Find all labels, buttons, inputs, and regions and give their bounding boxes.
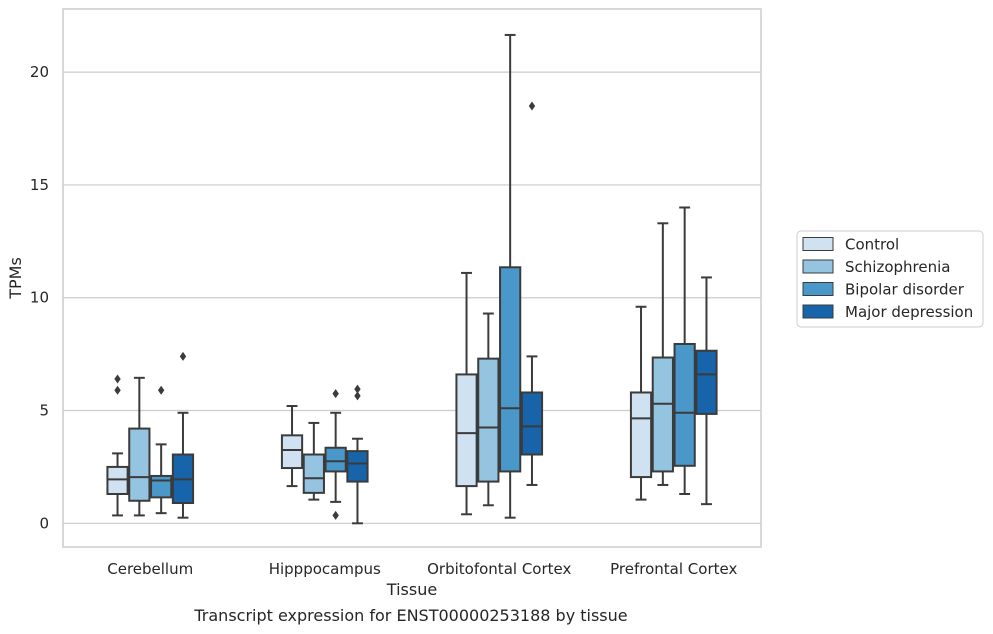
box-groups <box>106 33 718 525</box>
box-body <box>106 465 129 495</box>
y-tick-label: 5 <box>39 402 49 420</box>
box <box>455 271 478 516</box>
outlier-point <box>332 389 339 399</box>
box-body <box>695 349 718 415</box>
plot-area <box>62 8 762 548</box>
box-body <box>150 474 173 499</box>
box <box>629 305 653 501</box>
x-axis-label: Tissue <box>386 580 437 599</box>
legend: Control Schizophrenia Bipolar disorder Majo… <box>796 230 984 328</box>
y-tick-label: 20 <box>30 63 49 81</box>
box <box>128 376 151 517</box>
box <box>520 101 544 486</box>
box <box>695 276 718 506</box>
box-body <box>477 357 500 483</box>
box <box>673 206 696 495</box>
legend-frame <box>796 230 984 328</box>
box-body <box>520 391 544 456</box>
box-body <box>346 450 369 483</box>
box-body <box>280 434 304 470</box>
x-tick-label: Prefrontal Cortex <box>610 560 737 578</box>
x-tick-label: Orbitofontal Cortex <box>427 560 571 578</box>
y-tick-label: 0 <box>39 514 49 532</box>
box-body <box>673 342 696 467</box>
legend-swatch <box>802 304 834 319</box>
box-body <box>455 373 478 488</box>
legend-swatch <box>802 259 834 274</box>
x-tick-label: Cerebellum <box>107 560 193 578</box>
y-tick-label: 10 <box>30 289 49 307</box>
box <box>477 312 500 507</box>
box-body <box>499 266 522 473</box>
outlier-point <box>354 391 361 401</box>
legend-label: Bipolar disorder <box>845 281 965 299</box>
box-body <box>651 356 674 473</box>
legend-label: Control <box>845 236 899 254</box>
box <box>499 33 522 519</box>
box <box>302 421 325 501</box>
y-tick-label: 15 <box>30 176 49 194</box>
y-axis-label: TPMs <box>6 257 25 300</box>
box <box>171 351 195 519</box>
box <box>324 389 347 520</box>
box <box>106 374 129 517</box>
box <box>280 405 304 488</box>
outlier-point <box>114 374 121 384</box>
outlier-point <box>179 351 187 361</box>
y-tick-labels: 0 5 10 15 20 <box>30 63 49 532</box>
legend-label: Schizophrenia <box>845 258 950 276</box>
legend-swatch <box>802 237 834 251</box>
box <box>150 385 173 515</box>
box-body <box>629 391 653 479</box>
x-tick-labels: Cerebellum Hipppocampus Orbitofontal Corte… <box>107 560 737 578</box>
outlier-point <box>528 101 536 111</box>
box-body <box>302 453 325 494</box>
outlier-point <box>114 385 121 395</box>
x-tick-label: Hipppocampus <box>269 560 381 578</box>
outlier-point <box>332 510 339 520</box>
outlier-point <box>354 384 361 394</box>
outlier-point <box>157 385 165 395</box>
legend-swatch <box>802 282 834 296</box>
legend-label: Major depression <box>845 303 973 321</box>
box-body <box>324 446 347 473</box>
box-body <box>128 427 151 502</box>
box <box>651 222 674 486</box>
chart-caption: Transcript expression for ENST0000025318… <box>194 606 628 625</box>
box <box>346 384 369 525</box>
